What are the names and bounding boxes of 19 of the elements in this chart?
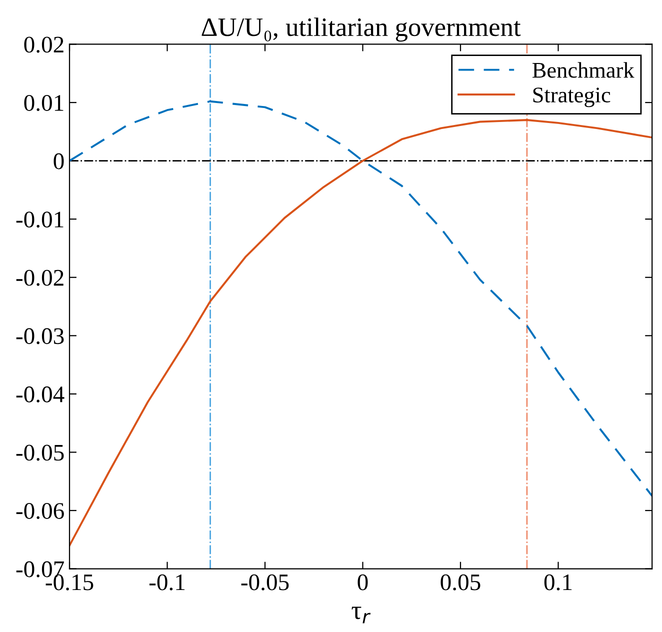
y-tick-label: 0	[54, 153, 64, 170]
y-tick-label: -0.02	[16, 270, 64, 286]
line-series	[70, 119, 652, 546]
y-tick-label: 0.02	[24, 36, 64, 53]
x-tick-label: 0	[358, 574, 368, 590]
y-tick-label: 0.01	[24, 95, 64, 112]
legend-label: Strategic	[533, 88, 610, 108]
legend-label: Benchmark	[532, 62, 634, 78]
x-tick-label: 0.05	[440, 574, 480, 590]
chart-title: ΔU/U₀, utilitarian government	[202, 18, 521, 42]
y-tick-label: -0.04	[16, 386, 64, 402]
x-axis-title: τ$_{r}$	[352, 606, 371, 624]
y-tick-label: -0.01	[16, 212, 64, 228]
x-tick-label: -0.1	[149, 574, 185, 590]
y-tick-label: -0.03	[16, 328, 64, 344]
y-tick-label: -0.06	[16, 503, 64, 520]
x-tick-label: 0.1	[544, 574, 572, 590]
x-tick-label: -0.05	[241, 574, 289, 590]
y-tick-label: -0.05	[16, 444, 64, 461]
